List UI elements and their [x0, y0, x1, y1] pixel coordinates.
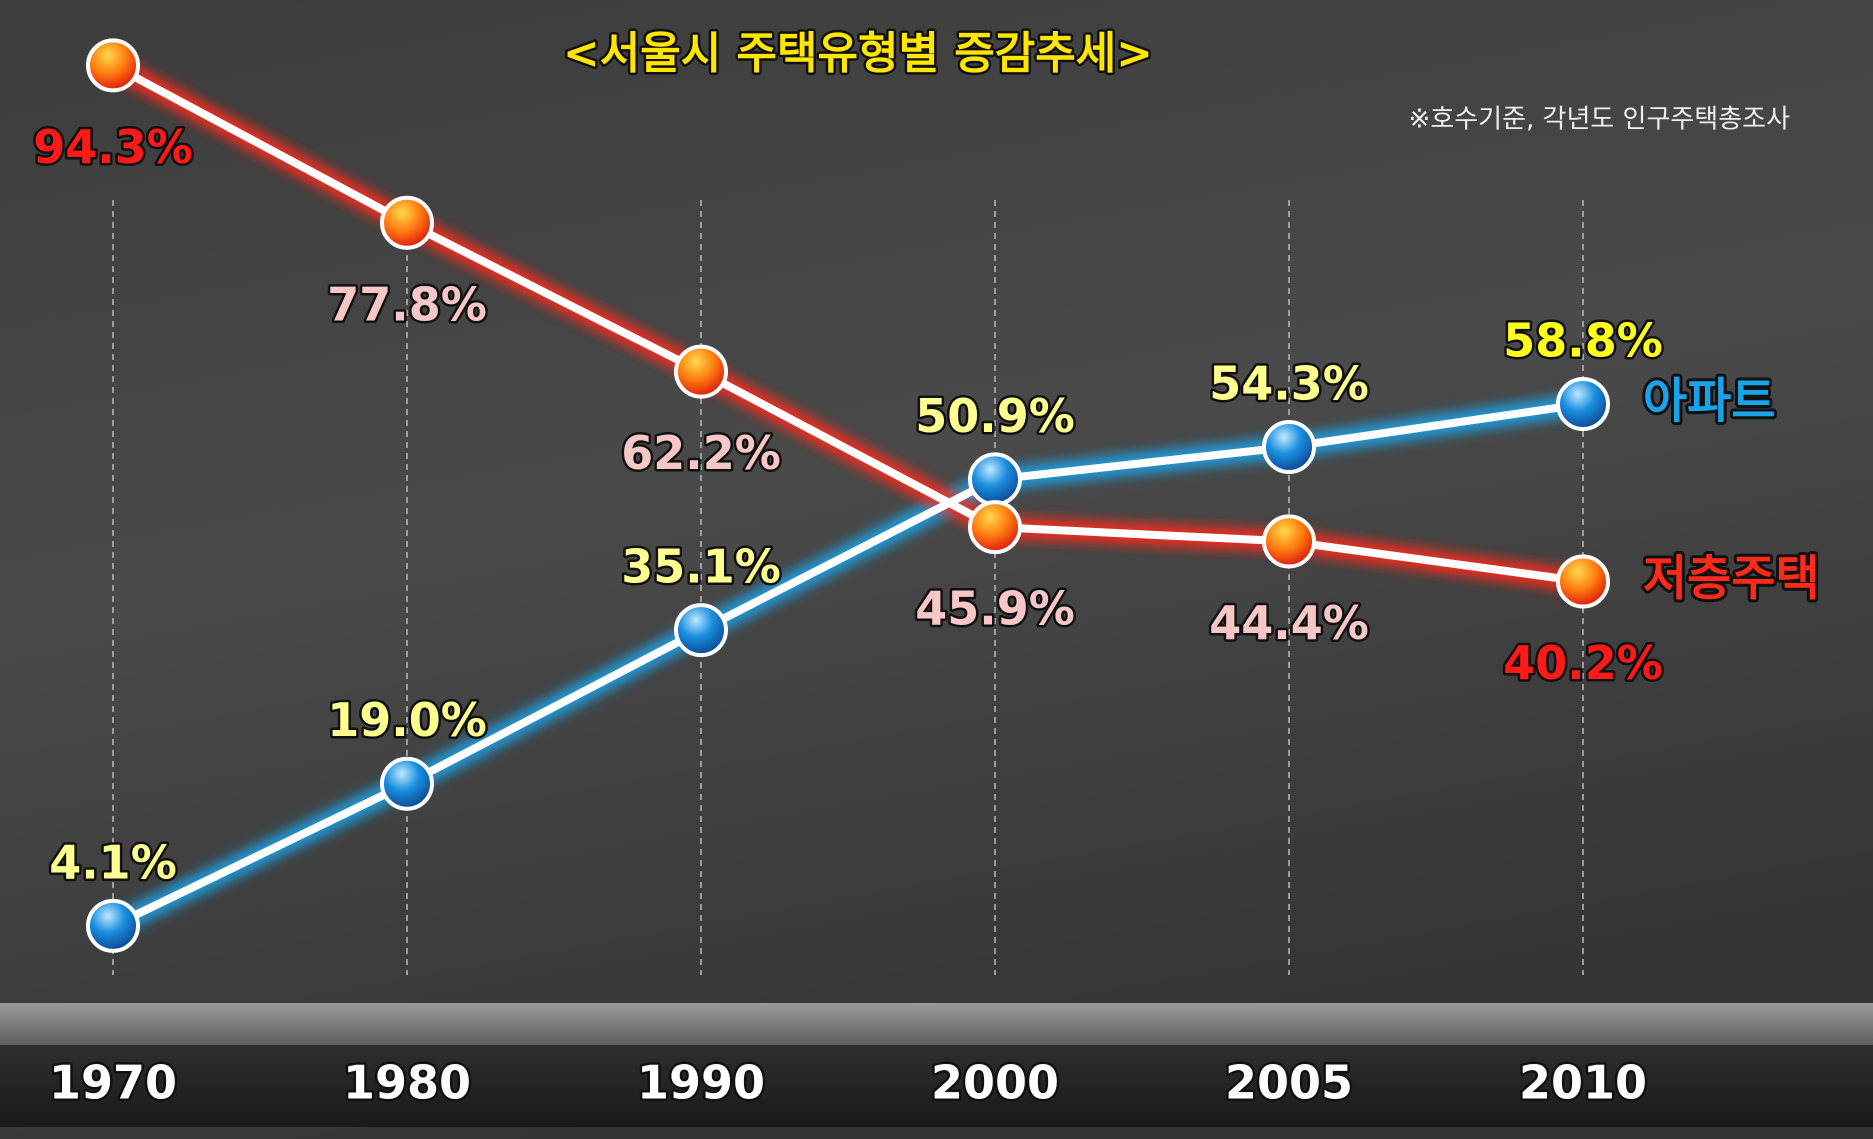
- chart-subtitle: ※호수기준, 각년도 인구주택총조사: [1409, 105, 1791, 135]
- value-label: 77.8%: [327, 277, 487, 331]
- value-label: 54.3%: [1209, 356, 1369, 410]
- chart: <서울시 주택유형별 증감추세> ※호수기준, 각년도 인구주택총조사 1970…: [0, 0, 1873, 1139]
- point: [88, 901, 138, 951]
- value-label: 35.1%: [621, 540, 781, 594]
- legend-label: 저층주택: [1643, 550, 1820, 606]
- value-label: 50.9%: [915, 389, 1075, 443]
- point: [1558, 556, 1608, 606]
- value-label: 62.2%: [621, 426, 781, 480]
- point: [970, 454, 1020, 504]
- legend-label: 아파트: [1643, 373, 1775, 429]
- x-tick-label: 1970: [49, 1056, 177, 1110]
- point: [970, 502, 1020, 552]
- x-tick-label: 2005: [1225, 1056, 1353, 1110]
- point: [676, 347, 726, 397]
- point: [88, 40, 138, 90]
- value-label: 45.9%: [915, 582, 1075, 636]
- x-tick-label: 2010: [1519, 1056, 1647, 1110]
- x-tick-label: 1990: [637, 1056, 765, 1110]
- point: [676, 605, 726, 655]
- x-tick-label: 1980: [343, 1056, 471, 1110]
- axis-band: [0, 1003, 1873, 1045]
- value-label: 44.4%: [1209, 596, 1369, 650]
- chart-title: <서울시 주택유형별 증감추세>: [563, 28, 1153, 79]
- point: [382, 198, 432, 248]
- point: [1264, 516, 1314, 566]
- point: [1264, 422, 1314, 472]
- point: [382, 759, 432, 809]
- value-label: 40.2%: [1503, 636, 1663, 690]
- point: [1558, 379, 1608, 429]
- value-label: 58.8%: [1503, 314, 1663, 368]
- value-label: 19.0%: [327, 693, 487, 747]
- x-tick-label: 2000: [931, 1056, 1059, 1110]
- value-label: 4.1%: [49, 835, 177, 889]
- value-label: 94.3%: [33, 120, 193, 174]
